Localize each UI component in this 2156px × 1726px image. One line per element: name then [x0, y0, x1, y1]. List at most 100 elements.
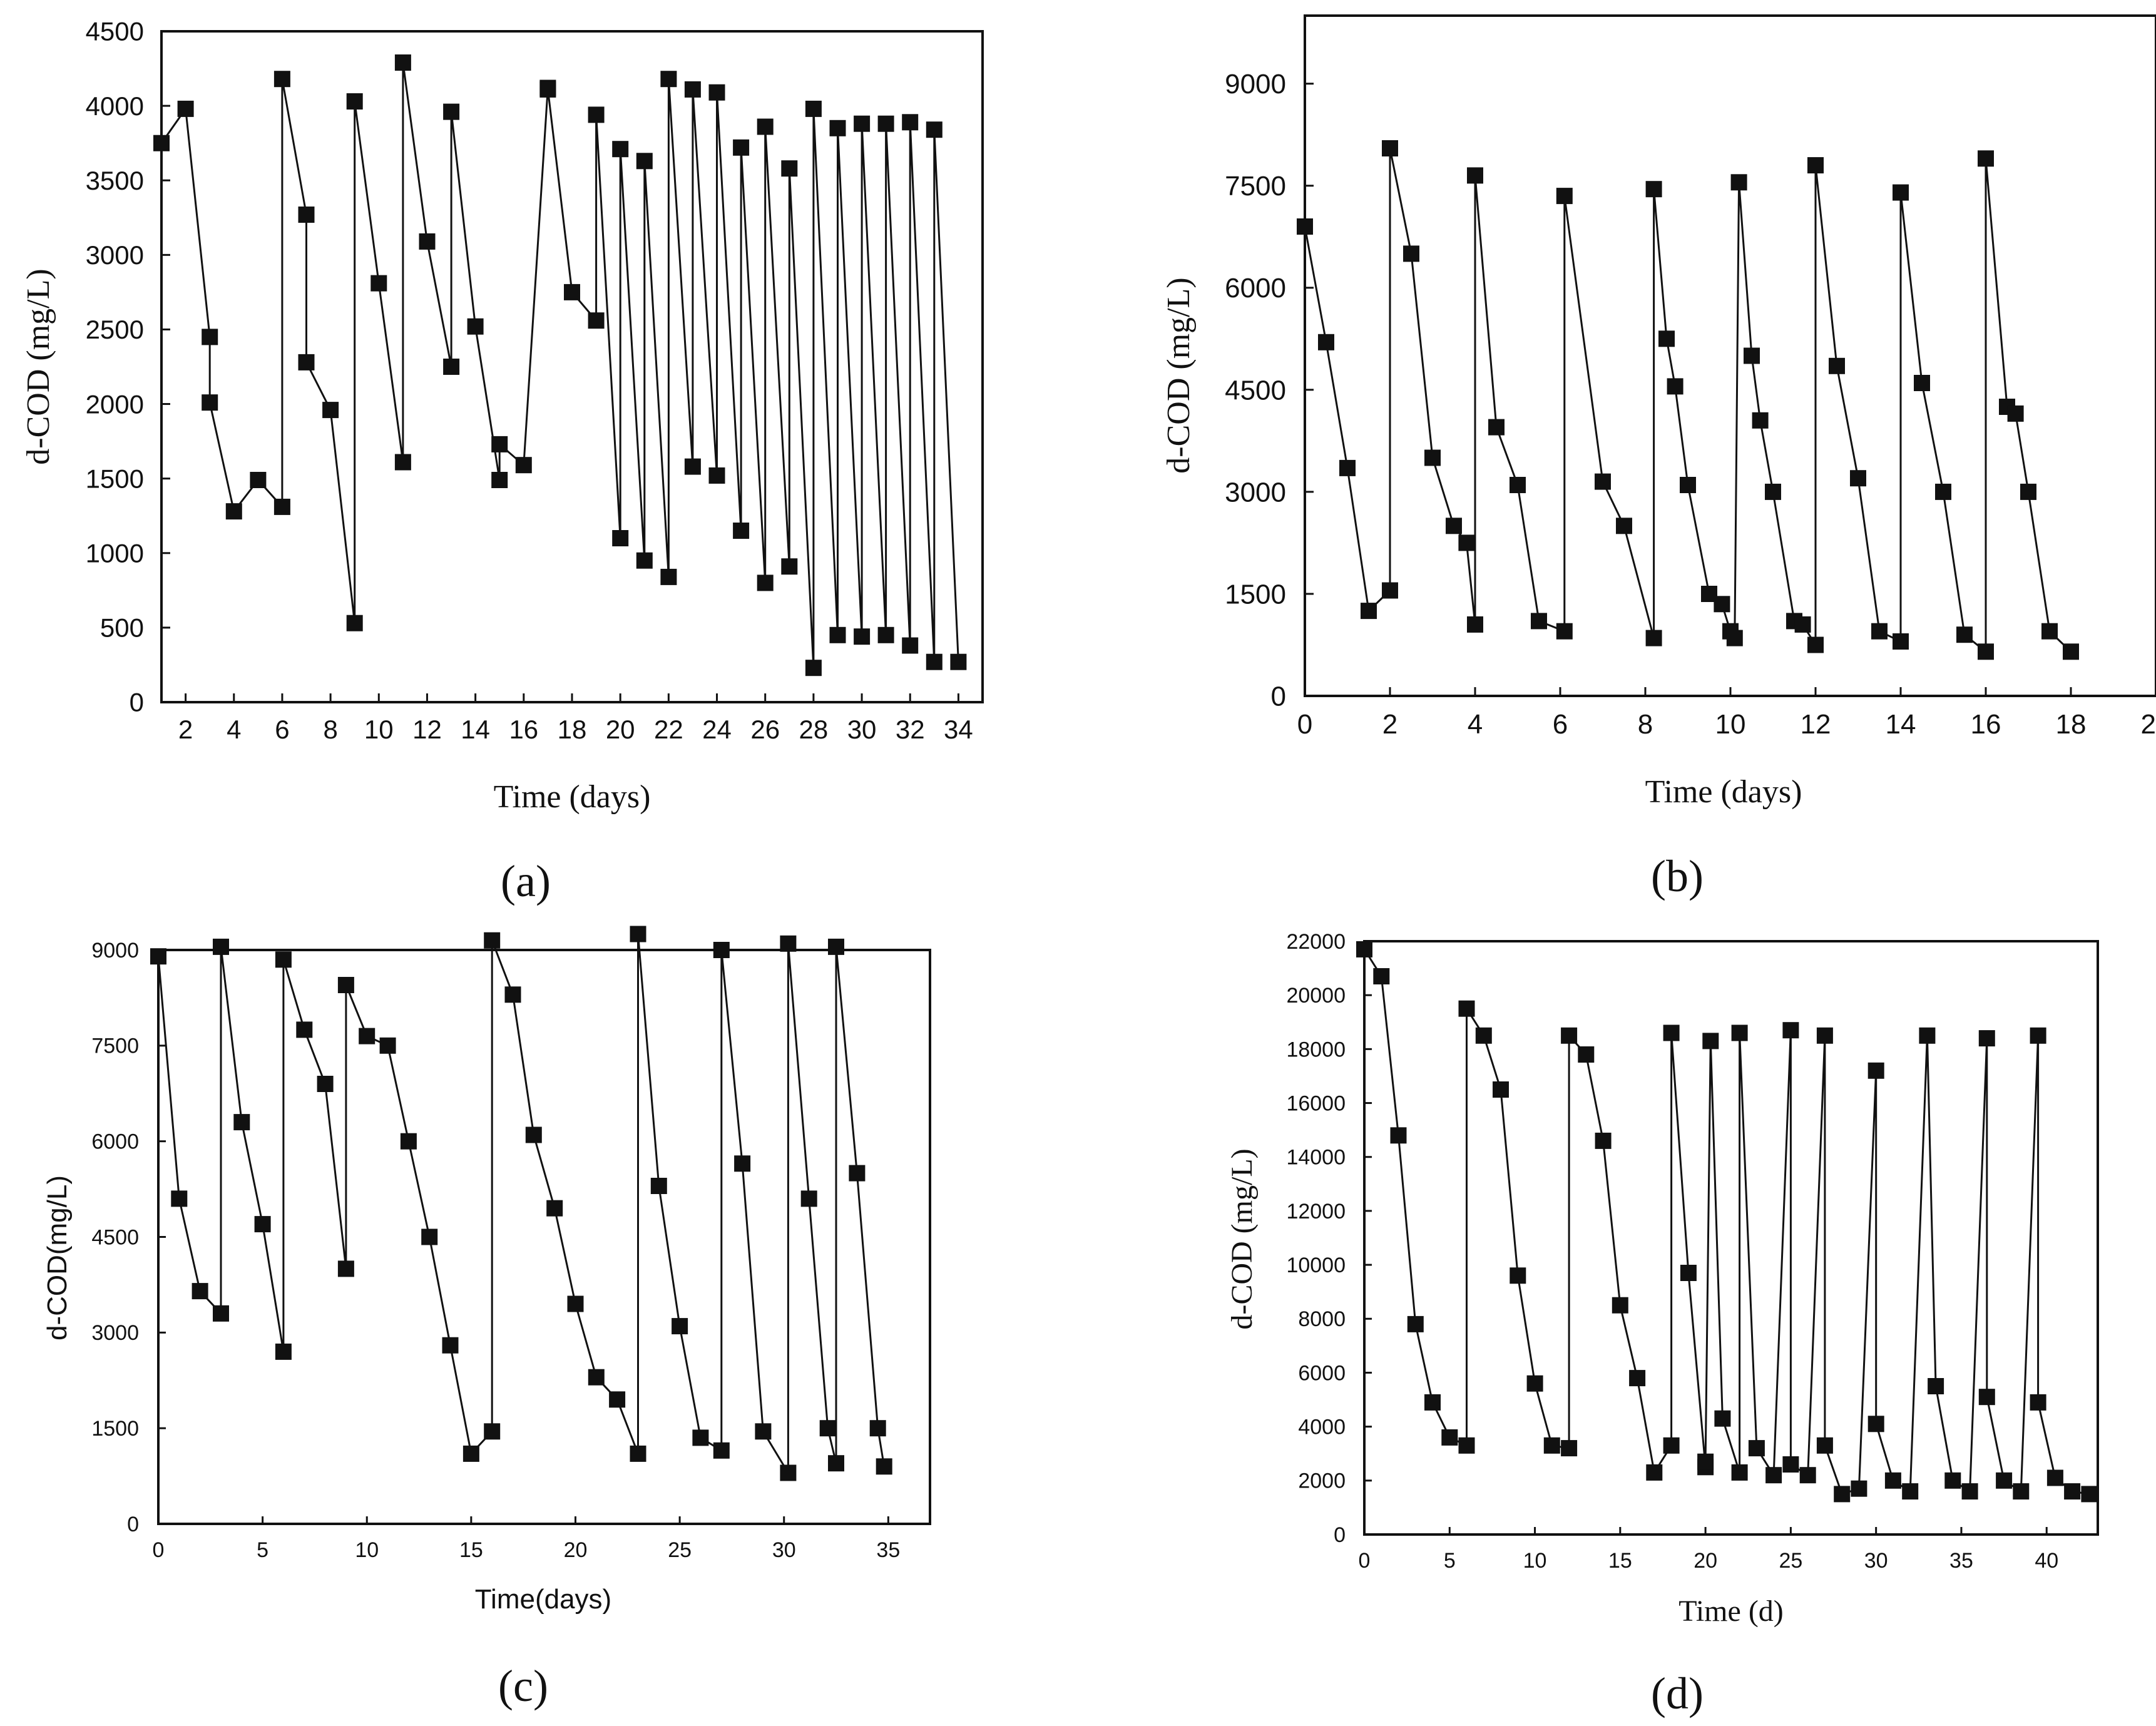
y-tick-label: 14000: [1286, 1146, 1346, 1170]
data-point: [359, 1028, 376, 1044]
data-point: [1616, 518, 1632, 534]
x-tick-label: 12: [1801, 709, 1831, 740]
data-point: [1744, 347, 1760, 364]
panel-d: 0 5 10 15 20 25 30 35 40 0 2000 4000 6000 8000 10000 12…: [1225, 930, 2099, 1718]
data-point: [1467, 616, 1483, 633]
data-point: [442, 1337, 459, 1354]
data-point: [1663, 1024, 1680, 1041]
data-point: [298, 207, 315, 223]
data-point: [1595, 1132, 1612, 1149]
y-tick-label: 1500: [86, 464, 144, 493]
plot-frame: [157, 949, 931, 1525]
y-tick-label: 0: [127, 1513, 139, 1536]
x-tick-label: 8: [323, 715, 337, 744]
data-point: [660, 71, 677, 88]
x-tick-label: 14: [1886, 709, 1916, 740]
plot-frame: [1304, 14, 2156, 697]
y-tick-label: 9000: [91, 939, 139, 963]
x-tick-label: 30: [847, 715, 877, 744]
data-point: [1752, 412, 1769, 429]
data-point: [1782, 1456, 1799, 1473]
x-tick-label: 0: [1297, 709, 1312, 740]
data-point: [828, 1455, 844, 1472]
data-point: [1339, 459, 1356, 476]
y-tick-label: 18000: [1286, 1038, 1346, 1061]
series-line: [160, 62, 959, 668]
data-point: [346, 93, 363, 110]
data-point: [1467, 167, 1483, 184]
data-point: [273, 498, 290, 515]
data-point: [636, 153, 653, 170]
x-tick-label: 5: [257, 1538, 268, 1562]
data-point: [1816, 1437, 1833, 1454]
data-point: [400, 1133, 417, 1150]
data-point: [733, 523, 750, 539]
data-point: [1629, 1370, 1646, 1387]
data-point: [1996, 1472, 2013, 1489]
data-point: [1612, 1297, 1628, 1314]
x-tick-label: 16: [1971, 709, 2001, 740]
data-point: [757, 574, 774, 591]
data-point: [322, 402, 339, 419]
data-point: [177, 100, 194, 117]
data-point: [202, 329, 218, 345]
data-point: [1458, 534, 1475, 551]
data-point: [1318, 334, 1334, 350]
data-point: [1794, 616, 1811, 633]
x-tick-label: 6: [275, 715, 289, 744]
x-tick-label: 30: [772, 1538, 796, 1562]
x-tick-label: 32: [896, 715, 925, 744]
x-tick-label: 20: [564, 1538, 588, 1562]
panel-caption: (c): [498, 1661, 548, 1711]
y-tick-label: 0: [130, 688, 144, 717]
y-tick-label: 4500: [86, 17, 144, 46]
data-point: [317, 1076, 334, 1092]
y-tick-label: 3000: [86, 240, 144, 270]
data-point: [1914, 375, 1930, 391]
data-point: [650, 1178, 667, 1194]
data-point: [1424, 1394, 1441, 1411]
data-point: [2063, 643, 2079, 660]
data-point: [462, 1445, 479, 1462]
data-point: [564, 283, 580, 300]
data-point: [877, 626, 894, 643]
data-point: [1458, 1000, 1475, 1017]
data-point: [660, 568, 677, 585]
data-point: [379, 1037, 396, 1054]
series: [153, 54, 967, 677]
data-point: [780, 935, 797, 952]
data-point: [1748, 1440, 1765, 1457]
data-point: [1978, 643, 1994, 660]
data-point: [630, 1445, 646, 1462]
data-point: [1850, 470, 1866, 487]
y-axis-label: d-COD (mg/L): [21, 268, 56, 464]
x-tick-label: 15: [1608, 1549, 1632, 1573]
data-point: [1356, 941, 1372, 957]
data-point: [1919, 1027, 1936, 1044]
data-point: [1382, 582, 1398, 599]
data-point: [171, 1190, 188, 1207]
data-point: [515, 457, 532, 474]
x-tick-label: 26: [750, 715, 780, 744]
data-point: [877, 115, 894, 132]
panel-caption: (d): [1651, 1668, 1704, 1718]
data-point: [250, 472, 267, 488]
data-point: [2046, 1469, 2063, 1486]
data-point: [902, 114, 919, 131]
x-tick-label: 10: [364, 715, 394, 744]
x-tick-label: 40: [2035, 1549, 2058, 1573]
data-point: [829, 120, 846, 136]
y-tick-label: 6000: [1225, 273, 1286, 304]
data-point: [1893, 633, 1909, 650]
data-point: [1595, 473, 1611, 490]
data-point: [370, 275, 387, 292]
data-point: [213, 938, 229, 955]
data-point: [1403, 245, 1419, 262]
x-tick-label: 10: [355, 1538, 379, 1562]
data-point: [588, 1369, 605, 1386]
tick-labels: 0 5 10 15 20 25 30 35 0 1500 3000 4500 6000 7500 9000: [91, 939, 900, 1562]
data-point: [1807, 157, 1824, 174]
data-point: [1646, 1464, 1663, 1481]
data-point: [1871, 623, 1888, 640]
data-point: [567, 1295, 584, 1312]
